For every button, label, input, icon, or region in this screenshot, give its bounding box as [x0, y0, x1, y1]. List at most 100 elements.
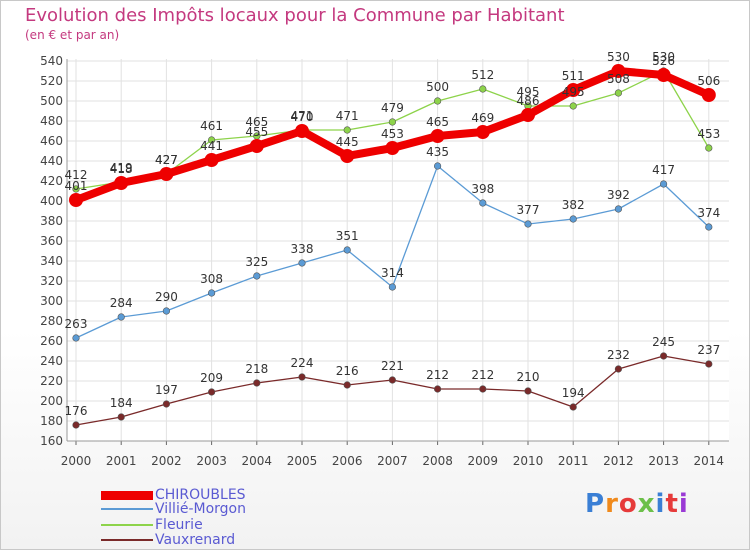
- data-point-villie-morgon: [479, 199, 487, 207]
- data-label-villie-morgon: 398: [471, 182, 494, 196]
- data-label-fleurie: 530: [652, 50, 675, 64]
- y-tick-label: 320: [40, 274, 63, 288]
- data-point-vauxrenard: [117, 413, 125, 421]
- x-tick-label: 2003: [196, 454, 227, 468]
- x-tick-label: 2011: [558, 454, 589, 468]
- data-label-fleurie: 512: [471, 68, 494, 82]
- data-label-villie-morgon: 308: [200, 272, 223, 286]
- data-point-vauxrenard: [614, 365, 623, 373]
- proxiti-logo: Proxiti: [585, 489, 689, 519]
- data-point-fleurie: [72, 185, 80, 193]
- data-label-villie-morgon: 435: [426, 145, 449, 159]
- data-label-chiroubles: 469: [471, 111, 494, 125]
- y-tick-label: 400: [40, 194, 63, 208]
- y-tick-label: 540: [40, 54, 63, 68]
- data-point-chiroubles: [656, 68, 671, 82]
- data-label-chiroubles: 441: [200, 139, 223, 153]
- data-label-chiroubles: 511: [562, 69, 585, 83]
- data-label-fleurie: 495: [517, 85, 540, 99]
- data-point-chiroubles: [114, 176, 129, 190]
- data-point-villie-morgon: [569, 215, 577, 223]
- data-label-chiroubles: 455: [245, 125, 268, 139]
- y-tick-label: 180: [40, 414, 63, 428]
- data-label-vauxrenard: 212: [426, 368, 449, 382]
- data-label-chiroubles: 427: [155, 153, 178, 167]
- y-tick-label: 480: [40, 114, 63, 128]
- x-tick-label: 2014: [694, 454, 725, 468]
- data-point-vauxrenard: [479, 385, 487, 393]
- y-tick-label: 220: [40, 374, 63, 388]
- data-label-chiroubles: 486: [517, 94, 540, 108]
- data-point-chiroubles: [521, 108, 535, 122]
- data-point-chiroubles: [566, 83, 581, 97]
- y-tick-label: 420: [40, 174, 63, 188]
- data-label-villie-morgon: 417: [652, 163, 675, 177]
- data-label-fleurie: 465: [245, 115, 268, 129]
- x-tick-label: 2010: [513, 454, 544, 468]
- x-tick-label: 2013: [648, 454, 679, 468]
- legend-label: CHIROUBLES: [155, 487, 246, 503]
- data-label-villie-morgon: 338: [291, 242, 314, 256]
- data-label-vauxrenard: 210: [517, 370, 540, 384]
- data-point-chiroubles: [295, 124, 309, 138]
- data-point-vauxrenard: [162, 400, 170, 408]
- data-label-vauxrenard: 197: [155, 383, 178, 397]
- data-point-villie-morgon: [434, 162, 442, 170]
- legend-label: Vauxrenard: [155, 532, 236, 548]
- data-label-fleurie: 471: [291, 109, 314, 123]
- data-label-villie-morgon: 377: [517, 203, 540, 217]
- data-label-fleurie: 427: [155, 153, 178, 167]
- data-label-chiroubles: 401: [65, 179, 88, 193]
- data-point-vauxrenard: [524, 387, 532, 395]
- legend-item-vauxrenard: Vauxrenard: [101, 532, 235, 548]
- data-point-chiroubles: [249, 139, 264, 153]
- data-label-fleurie: 453: [697, 127, 720, 141]
- data-point-villie-morgon: [388, 283, 397, 291]
- legend-swatch-chiroubles: [101, 490, 153, 500]
- legend-swatch-vauxrenard: [101, 539, 153, 541]
- data-point-chiroubles: [611, 64, 626, 78]
- data-label-villie-morgon: 392: [607, 188, 630, 202]
- data-point-vauxrenard: [72, 421, 80, 429]
- data-label-villie-morgon: 284: [110, 296, 133, 310]
- y-tick-label: 440: [40, 154, 63, 168]
- data-label-vauxrenard: 232: [607, 348, 630, 362]
- data-label-fleurie: 479: [381, 101, 404, 115]
- data-point-fleurie: [343, 126, 351, 134]
- data-point-vauxrenard: [659, 352, 668, 360]
- data-point-fleurie: [479, 85, 487, 93]
- data-label-fleurie: 508: [607, 72, 630, 86]
- y-tick-label: 300: [40, 294, 63, 308]
- data-point-chiroubles: [204, 153, 219, 167]
- data-label-chiroubles: 465: [426, 115, 449, 129]
- data-label-villie-morgon: 263: [65, 317, 88, 331]
- data-label-vauxrenard: 245: [652, 335, 675, 349]
- y-tick-label: 520: [40, 74, 63, 88]
- y-tick-label: 200: [40, 394, 63, 408]
- y-tick-label: 260: [40, 334, 63, 348]
- data-point-chiroubles: [430, 129, 445, 143]
- data-label-chiroubles: 418: [110, 162, 133, 176]
- data-point-chiroubles: [340, 149, 355, 163]
- data-point-villie-morgon: [72, 334, 80, 342]
- data-point-vauxrenard: [343, 381, 351, 389]
- data-point-villie-morgon: [705, 223, 713, 231]
- x-tick-label: 2008: [422, 454, 453, 468]
- x-tick-label: 2004: [242, 454, 273, 468]
- data-label-chiroubles: 453: [381, 127, 404, 141]
- data-label-fleurie: 461: [200, 119, 223, 133]
- data-label-fleurie: 495: [562, 85, 585, 99]
- data-point-villie-morgon: [614, 205, 623, 213]
- legend-swatch-fleurie: [101, 524, 153, 526]
- data-label-villie-morgon: 351: [336, 229, 359, 243]
- y-tick-label: 380: [40, 214, 63, 228]
- data-label-chiroubles: 526: [652, 54, 675, 68]
- x-tick-label: 2001: [106, 454, 137, 468]
- data-point-vauxrenard: [208, 388, 216, 396]
- x-tick-label: 2006: [332, 454, 363, 468]
- data-point-vauxrenard: [253, 379, 261, 387]
- data-label-vauxrenard: 216: [336, 364, 359, 378]
- data-label-fleurie: 412: [65, 168, 88, 182]
- data-point-fleurie: [614, 89, 623, 97]
